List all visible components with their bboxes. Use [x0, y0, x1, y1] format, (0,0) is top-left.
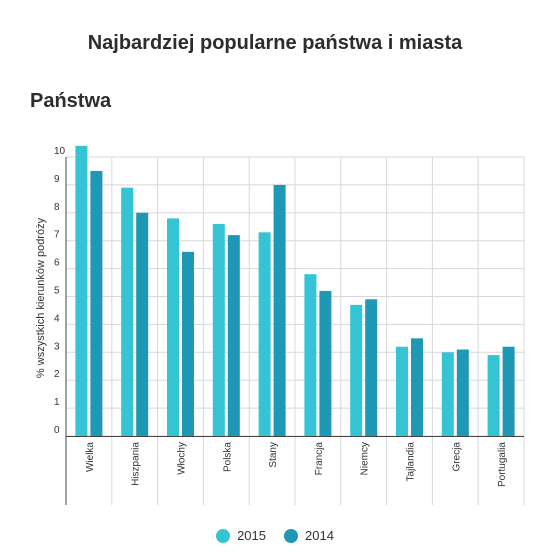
x-tick-label-wielka: Wielka — [85, 442, 96, 472]
bar-2015-hiszpania — [121, 187, 134, 436]
legend-item-2014: 2014 — [284, 528, 334, 543]
y-tick-label-0: 0 — [54, 425, 60, 436]
y-tick-label-6: 6 — [54, 258, 60, 269]
bar-2014-portugalia — [502, 346, 515, 436]
y-tick-label-3: 3 — [54, 341, 60, 352]
bar-2014-włochy — [182, 251, 194, 436]
y-tick-label-10: 10 — [54, 146, 66, 157]
legend: 2015 2014 — [0, 528, 550, 543]
bar-2015-portugalia — [487, 355, 500, 436]
bar-2014-hiszpania — [136, 212, 149, 436]
bars — [75, 145, 515, 436]
legend-label-2015: 2015 — [237, 528, 266, 543]
x-tick-label-francja: Francja — [314, 442, 325, 476]
bar-2014-grecja — [456, 349, 469, 436]
y-tick-label-2: 2 — [54, 369, 60, 380]
bar-2014-wielka — [90, 170, 103, 436]
section-subtitle: Państwa — [30, 90, 112, 112]
bar-2014-niemcy — [365, 299, 378, 436]
y-axis-label: % wszystkich kierunków podróży — [35, 217, 47, 378]
bar-2015-francja — [304, 274, 317, 436]
y-tick-label-8: 8 — [54, 202, 60, 213]
legend-swatch-2015 — [216, 528, 231, 543]
legend-swatch-2014 — [284, 528, 298, 543]
x-tick-label-niemcy: Niemcy — [360, 442, 371, 475]
bar-2015-niemcy — [350, 304, 363, 436]
x-tick-label-stany: Stany — [268, 442, 279, 468]
legend-label-2014: 2014 — [305, 528, 334, 543]
x-tick-label-hiszpania: Hiszpania — [131, 442, 142, 486]
y-tick-label-7: 7 — [54, 230, 60, 241]
x-tick-label-włochy: Włochy — [177, 442, 188, 475]
bar-2015-stany — [258, 232, 271, 436]
bar-2015-grecja — [441, 352, 454, 436]
bar-2015-wielka — [75, 145, 88, 436]
legend-item-2015: 2015 — [216, 528, 266, 543]
bar-2014-polska — [227, 235, 240, 436]
y-tick-label-5: 5 — [54, 286, 60, 297]
bar-2015-włochy — [167, 218, 179, 436]
bar-2014-francja — [319, 290, 332, 436]
bar-2015-tajlandia — [396, 346, 408, 436]
y-tick-label-1: 1 — [54, 397, 60, 408]
x-tick-label-grecja: Grecja — [451, 442, 462, 472]
chart-title: Najbardziej popularne państwa i miasta — [87, 32, 463, 54]
bar-2015-polska — [212, 223, 225, 436]
bar-2014-tajlandia — [411, 338, 423, 436]
x-tick-label-tajlandia: Tajlandia — [406, 442, 417, 482]
bar-chart: 0 1 2 3 4 5 6 7 8 9 10 Wielka Hiszpania Włochy Polska S… — [35, 145, 525, 505]
axes: 0 1 2 3 4 5 6 7 8 9 10 Wielka Hiszpania Włochy Polska S… — [54, 146, 524, 505]
y-tick-label-9: 9 — [54, 174, 60, 185]
x-tick-label-polska: Polska — [222, 442, 233, 472]
x-tick-label-portugalia: Portugalia — [497, 442, 508, 487]
bar-2014-stany — [273, 184, 286, 436]
y-tick-label-4: 4 — [54, 313, 60, 324]
